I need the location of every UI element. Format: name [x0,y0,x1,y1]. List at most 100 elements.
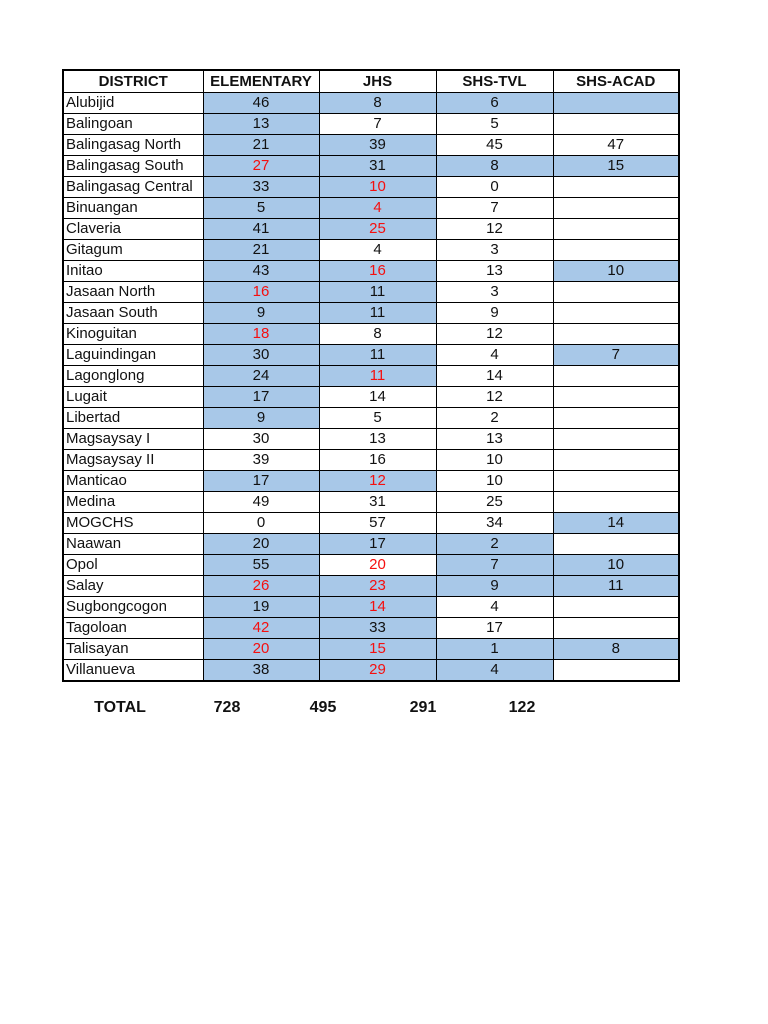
value-cell [552,197,680,219]
value-cell: 14 [318,386,437,408]
district-cell: Manticao [62,470,204,492]
table-row: Kinoguitan 18 8 12 [62,323,680,345]
value-cell: 4 [318,239,437,261]
district-cell: MOGCHS [62,512,204,534]
value-cell: 33 [202,176,320,198]
value-cell [552,113,680,135]
district-cell: Salay [62,575,204,597]
value-cell: 7 [435,554,554,576]
column-header-shs-acad: SHS-ACAD [552,69,680,93]
value-cell: 5 [435,113,554,135]
value-cell: 14 [552,512,680,534]
value-cell: 3 [435,281,554,303]
value-cell: 39 [202,449,320,471]
value-cell: 11 [318,281,437,303]
column-header-jhs: JHS [318,69,437,93]
table-row: Claveria 41 25 12 [62,218,680,240]
district-cell: Sugbongcogon [62,596,204,618]
total-jhs: 495 [309,699,337,716]
table-row: Jasaan South 9 11 9 [62,302,680,324]
table-row: Balingasag Central 33 10 0 [62,176,680,198]
table-row: Lugait 17 14 12 [62,386,680,408]
value-cell: 11 [318,344,437,366]
district-cell: Kinoguitan [62,323,204,345]
value-cell: 10 [552,554,680,576]
value-cell: 15 [552,155,680,177]
district-cell: Naawan [62,533,204,555]
value-cell: 12 [435,386,554,408]
table-row: Lagonglong 24 11 14 [62,365,680,387]
value-cell: 55 [202,554,320,576]
table-row: Magsaysay II 39 16 10 [62,449,680,471]
value-cell: 11 [552,575,680,597]
value-cell: 21 [202,239,320,261]
value-cell: 2 [435,533,554,555]
value-cell: 10 [435,449,554,471]
value-cell: 10 [552,260,680,282]
value-cell: 11 [318,365,437,387]
district-cell: Tagoloan [62,617,204,639]
district-cell: Jasaan North [62,281,204,303]
district-cell: Balingoan [62,113,204,135]
value-cell [552,365,680,387]
value-cell: 23 [318,575,437,597]
value-cell [552,302,680,324]
district-cell: Alubijid [62,92,204,114]
value-cell: 20 [202,533,320,555]
value-cell: 6 [435,92,554,114]
value-cell: 8 [318,323,437,345]
value-cell: 16 [318,449,437,471]
totals-row: TOTAL 728 495 291 122 [0,698,768,718]
district-cell: Magsaysay II [62,449,204,471]
district-enrollment-table: DISTRICT ELEMENTARY JHS SHS-TVL SHS-ACAD Alu… [62,69,680,682]
value-cell [552,449,680,471]
district-cell: Balingasag Central [62,176,204,198]
table-row: Tagoloan 42 33 17 [62,617,680,639]
value-cell [552,617,680,639]
value-cell [552,659,680,682]
value-cell: 16 [318,260,437,282]
value-cell: 13 [318,428,437,450]
value-cell [552,239,680,261]
table-row: Villanueva 38 29 4 [62,659,680,682]
district-cell: Lugait [62,386,204,408]
table-row: Magsaysay I 30 13 13 [62,428,680,450]
value-cell: 20 [318,554,437,576]
value-cell: 43 [202,260,320,282]
table-row: Balingasag North 21 39 45 47 [62,134,680,156]
value-cell: 39 [318,134,437,156]
value-cell: 7 [552,344,680,366]
value-cell: 8 [435,155,554,177]
value-cell: 19 [202,596,320,618]
value-cell: 38 [202,659,320,682]
value-cell: 17 [435,617,554,639]
value-cell: 16 [202,281,320,303]
table-row: Balingasag South 27 31 8 15 [62,155,680,177]
table-row: Balingoan 13 7 5 [62,113,680,135]
value-cell: 25 [435,491,554,513]
value-cell: 34 [435,512,554,534]
value-cell: 47 [552,134,680,156]
column-header-elementary: ELEMENTARY [202,69,320,93]
district-cell: Claveria [62,218,204,240]
value-cell: 12 [435,218,554,240]
value-cell [552,596,680,618]
table-row: Naawan 20 17 2 [62,533,680,555]
table-row: Opol 55 20 7 10 [62,554,680,576]
district-cell: Gitagum [62,239,204,261]
value-cell: 21 [202,134,320,156]
district-cell: Jasaan South [62,302,204,324]
value-cell: 31 [318,155,437,177]
value-cell [552,533,680,555]
district-cell: Villanueva [62,659,204,682]
district-cell: Talisayan [62,638,204,660]
value-cell: 11 [318,302,437,324]
value-cell: 31 [318,491,437,513]
value-cell: 15 [318,638,437,660]
table-row: Talisayan 20 15 1 8 [62,638,680,660]
value-cell [552,92,680,114]
value-cell: 12 [318,470,437,492]
value-cell: 25 [318,218,437,240]
value-cell: 14 [318,596,437,618]
value-cell: 18 [202,323,320,345]
